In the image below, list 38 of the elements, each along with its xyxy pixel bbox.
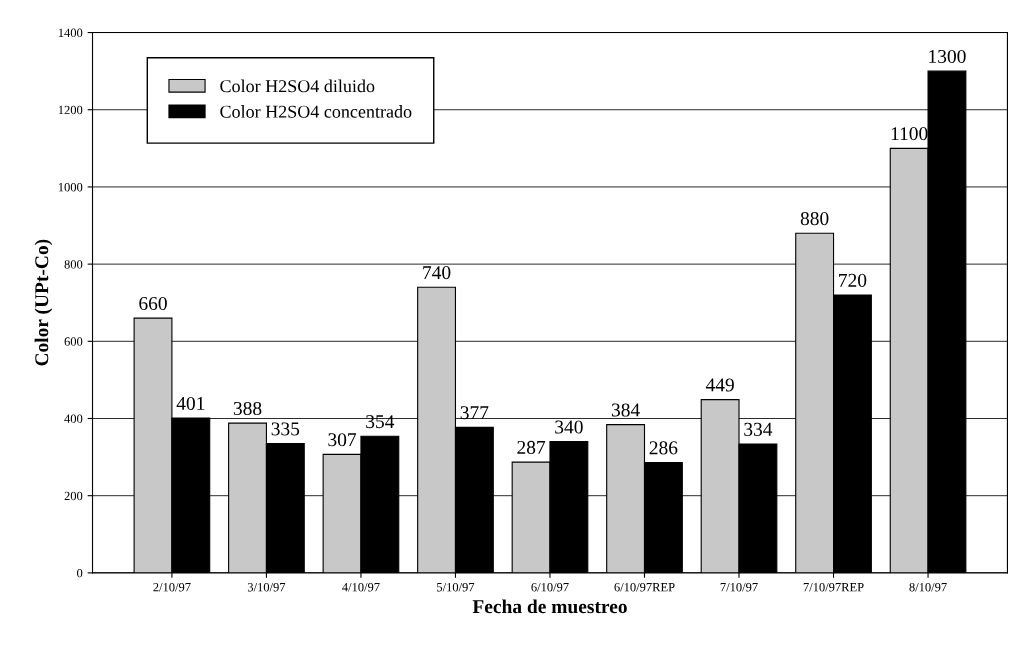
x-tick-label: 4/10/97 [342,582,380,592]
data-label: 287 [517,440,546,454]
x-tick-label: 6/10/97REP [614,582,675,592]
x-tick-label: 8/10/97 [909,582,947,592]
data-label: 307 [328,433,357,447]
data-label: 660 [139,296,167,311]
data-label: 1300 [929,49,966,64]
y-tick-label: 600 [64,337,83,346]
x-tick-label: 5/10/97 [437,582,475,592]
data-label: 401 [176,396,205,410]
data-label: 286 [649,441,678,455]
legend-label: Color H2SO4 concentrado [220,105,412,118]
y-tick-label: 400 [64,414,83,423]
data-label: 1100 [891,127,928,141]
x-tick-label: 2/10/97 [153,582,191,592]
data-label: 740 [423,266,451,280]
data-label: 335 [271,422,300,436]
x-axis-title: Fecha de muestreo [472,599,627,614]
y-tick-label: 0 [77,568,83,578]
data-label: 384 [611,403,640,417]
data-label: 377 [460,406,489,420]
x-tick-label: 6/10/97 [531,582,569,592]
y-tick-label: 800 [64,260,83,269]
data-label: 388 [233,401,262,416]
data-label: 720 [839,273,867,287]
y-tick-label: 1400 [58,28,83,38]
y-tick-label: 200 [64,491,83,501]
x-tick-label: 7/10/97 [720,582,758,592]
data-label: 449 [705,378,734,392]
y-axis-title: Color (UPt-Co) [34,239,53,366]
data-label: 340 [555,420,583,434]
y-tick-label: 1000 [58,182,83,192]
data-label: 334 [744,422,773,436]
x-tick-label: 3/10/97 [247,582,286,592]
y-tick-label: 1200 [58,105,83,115]
legend-label: Color H2SO4 diluido [220,79,375,93]
x-tick-label: 7/10/97REP [803,582,864,592]
data-label: 880 [800,212,829,226]
